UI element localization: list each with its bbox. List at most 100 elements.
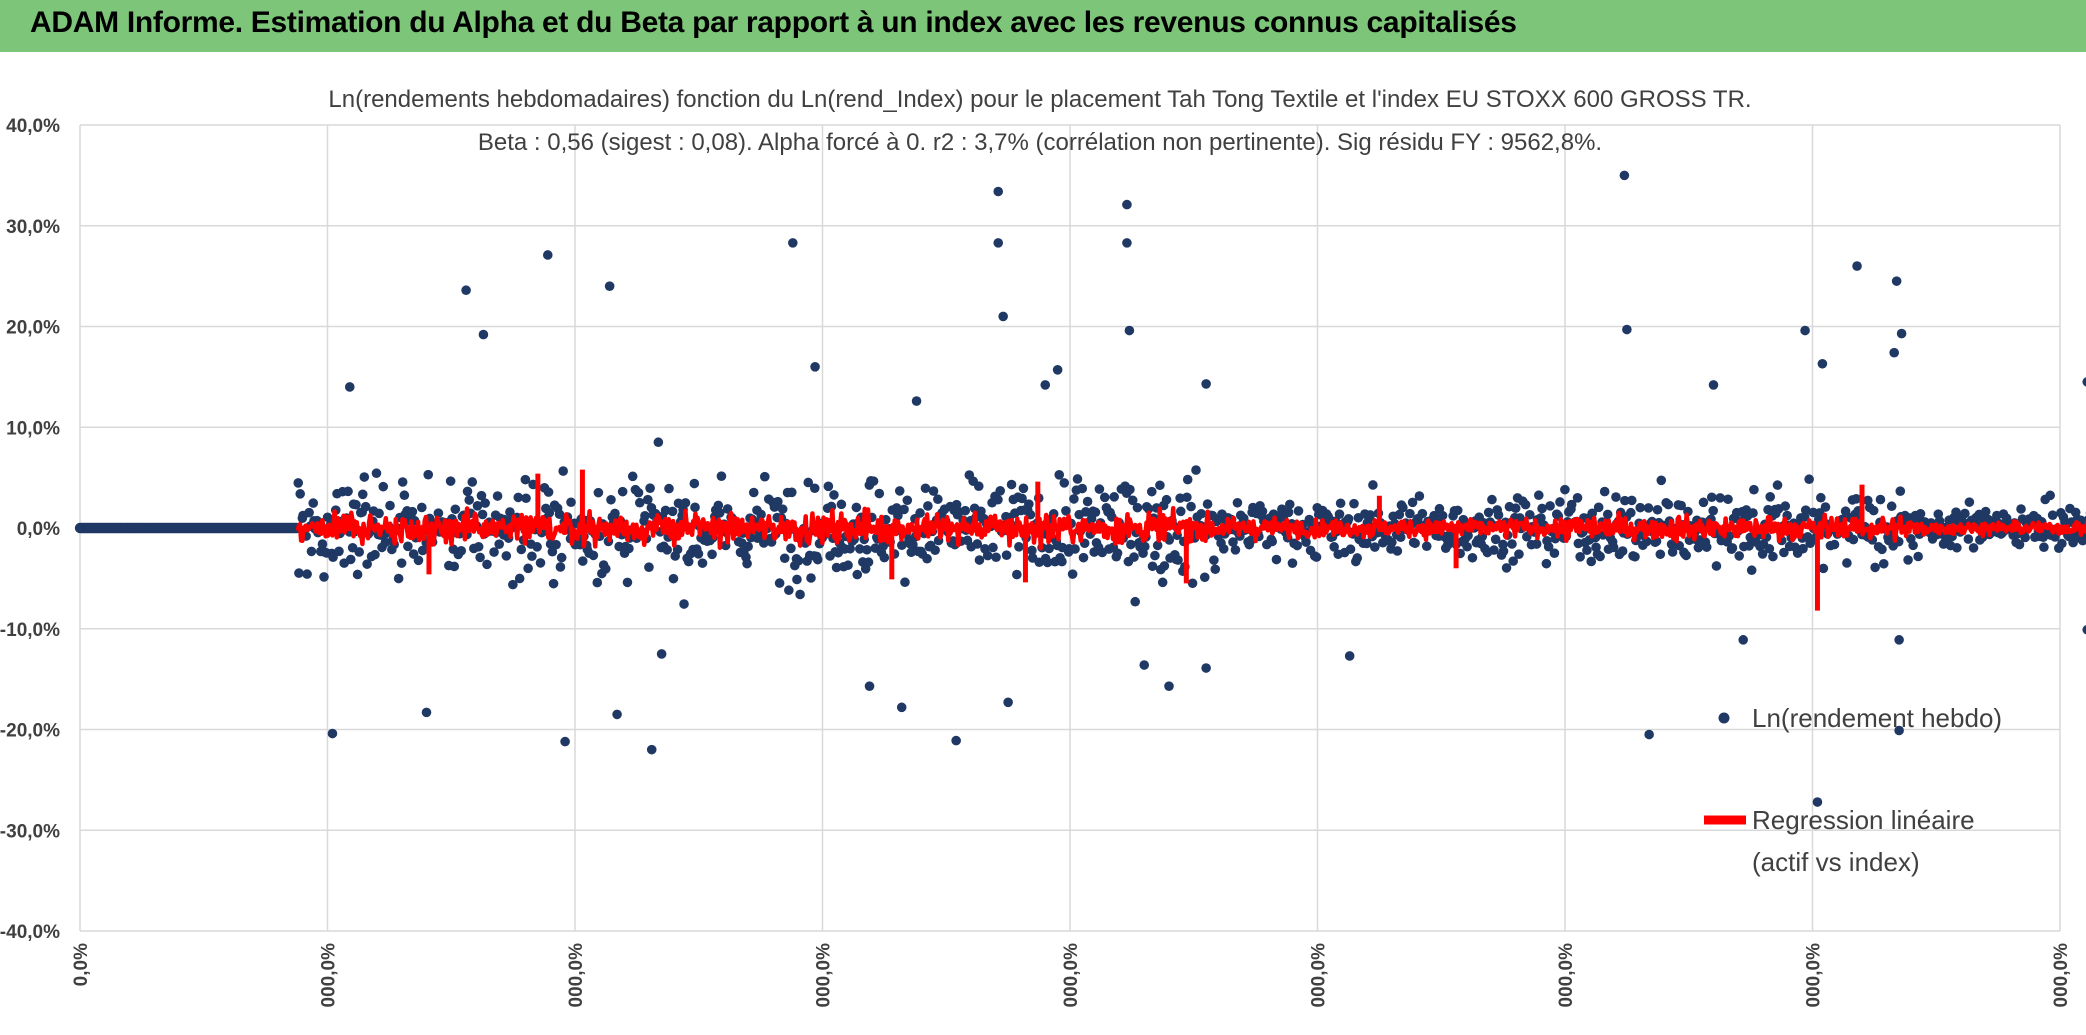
scatter-point bbox=[606, 494, 616, 505]
scatter-point bbox=[1078, 552, 1089, 563]
scatter-point bbox=[592, 577, 603, 588]
scatter-point bbox=[1161, 494, 1172, 505]
scatter-point bbox=[1335, 498, 1346, 509]
scatter-point bbox=[1232, 497, 1243, 508]
scatter-point bbox=[1952, 542, 1962, 553]
scatter-point bbox=[1059, 478, 1070, 488]
scatter-point bbox=[1852, 261, 1862, 271]
scatter-point bbox=[521, 493, 531, 504]
y-tick-label: -20,0% bbox=[0, 721, 60, 742]
scatter-point bbox=[627, 471, 638, 482]
scatter-point bbox=[1635, 502, 1646, 513]
scatter-point bbox=[1109, 492, 1119, 502]
scatter-point bbox=[707, 549, 717, 560]
scatter-point bbox=[1903, 555, 1913, 565]
scatter-point bbox=[505, 507, 515, 517]
scatter-point bbox=[759, 471, 770, 482]
scatter-point bbox=[1765, 492, 1776, 502]
scatter-point bbox=[1343, 514, 1354, 524]
scatter-point bbox=[1531, 539, 1542, 549]
scatter-point bbox=[1126, 539, 1136, 550]
scatter-point bbox=[1040, 380, 1051, 390]
scatter-point bbox=[1599, 486, 1610, 497]
scatter-point bbox=[1655, 549, 1666, 560]
scatter-point bbox=[803, 477, 814, 488]
scatter-point bbox=[1228, 537, 1238, 547]
scatter-point bbox=[843, 560, 853, 571]
scatter-point bbox=[1663, 499, 1674, 510]
legend-dot-marker bbox=[1718, 712, 1730, 724]
scatter-point bbox=[2039, 542, 2049, 553]
scatter-point bbox=[1627, 495, 1637, 506]
scatter-point bbox=[520, 474, 531, 485]
scatter-point bbox=[508, 579, 518, 590]
scatter-point bbox=[378, 481, 389, 492]
scatter-point bbox=[998, 311, 1008, 322]
scatter-point bbox=[1510, 503, 1521, 514]
legend-line-label-1: Regression linéaire bbox=[1752, 805, 1975, 835]
scatter-point bbox=[1951, 507, 1961, 517]
scatter-point bbox=[1201, 379, 1211, 389]
scatter-point bbox=[399, 490, 410, 501]
x-tick-label: 000,0% bbox=[1804, 943, 1825, 1008]
scatter-point bbox=[370, 549, 380, 560]
scatter-point bbox=[852, 569, 863, 580]
y-tick-label: -30,0% bbox=[0, 821, 60, 842]
scatter-point bbox=[543, 487, 554, 497]
scatter-point bbox=[988, 542, 998, 553]
scatter-point bbox=[1829, 539, 1840, 550]
scatter-point bbox=[604, 281, 615, 291]
scatter-point bbox=[973, 481, 984, 492]
scatter-point bbox=[1421, 541, 1432, 552]
scatter-point bbox=[1024, 499, 1034, 509]
scatter-point bbox=[2020, 532, 2030, 543]
scatter-point bbox=[634, 497, 645, 508]
scatter-point bbox=[1749, 484, 1759, 495]
y-axis-labels: 40,0% 30,0% 20,0% 10,0% 0,0% -10,0% -20,0% -30,… bbox=[0, 116, 60, 943]
scatter-point bbox=[1842, 558, 1852, 568]
scatter-point bbox=[902, 495, 913, 506]
scatter-point bbox=[1851, 494, 1862, 504]
scatter-point bbox=[1196, 508, 1207, 519]
legend: Ln(rendement hebdo) Regression linéaire … bbox=[1704, 703, 2002, 877]
scatter-point bbox=[1365, 510, 1376, 520]
scatter-point bbox=[1820, 502, 1831, 512]
scatter-point bbox=[380, 537, 391, 548]
scatter-point bbox=[1437, 510, 1448, 521]
scatter-point bbox=[777, 504, 788, 514]
scatter-point bbox=[360, 501, 371, 512]
scatter-point bbox=[851, 502, 862, 513]
scatter-point bbox=[1122, 199, 1132, 210]
scatter-point bbox=[2014, 539, 2025, 550]
scatter-point bbox=[2045, 490, 2055, 501]
scatter-point bbox=[450, 504, 461, 515]
scatter-point bbox=[344, 382, 355, 392]
scatter-point bbox=[951, 735, 961, 746]
y-tick-label: 10,0% bbox=[6, 418, 60, 439]
scatter-point bbox=[1555, 497, 1565, 507]
scatter-point bbox=[433, 508, 444, 519]
scatter-point bbox=[306, 546, 317, 557]
scatter-point bbox=[1575, 552, 1585, 562]
scatter-point bbox=[1014, 542, 1024, 552]
scatter-point bbox=[473, 541, 484, 552]
scatter-point bbox=[1537, 503, 1547, 514]
scatter-point bbox=[879, 552, 890, 563]
scatter-point bbox=[1572, 493, 1583, 503]
scatter-point bbox=[501, 551, 512, 561]
scatter-point bbox=[748, 487, 759, 498]
scatter-point bbox=[1387, 537, 1397, 548]
scatter-point bbox=[1017, 493, 1027, 504]
y-tick-label: 30,0% bbox=[6, 217, 60, 238]
scatter-point bbox=[786, 487, 797, 498]
scatter-point bbox=[547, 546, 558, 557]
scatter-point bbox=[714, 508, 725, 518]
scatter-point bbox=[1804, 474, 1814, 485]
scatter-point bbox=[897, 540, 907, 551]
scatter-point bbox=[1490, 534, 1501, 545]
scatter-point bbox=[555, 562, 566, 572]
scatter-point bbox=[1520, 499, 1531, 510]
scatter-point bbox=[1676, 500, 1686, 511]
scatter-point bbox=[854, 544, 865, 554]
scatter-point bbox=[1210, 564, 1221, 575]
